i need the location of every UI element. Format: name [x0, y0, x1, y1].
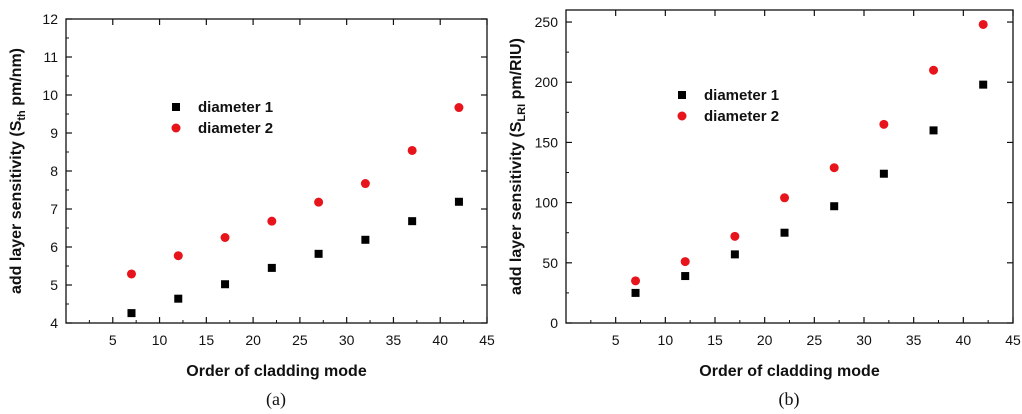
data-point-diameter-1: [830, 202, 839, 211]
data-point-diameter-2: [879, 119, 889, 129]
chart-panel-b: 5 10 15 20 25 30 35 40 45 0 50 100 150 200 250 Order of…: [508, 9, 1021, 410]
x-tick-label: 20: [757, 332, 773, 348]
panel-caption: (a): [266, 389, 286, 410]
y-axis-title-main: add layer sensitivity (S: [508, 121, 525, 295]
y-tick-label: 250: [535, 14, 559, 30]
legend-marker-square: [172, 103, 180, 111]
x-axis-title: Order of cladding mode: [186, 363, 367, 380]
legend-label: diameter 2: [198, 120, 273, 137]
data-point-diameter-2: [680, 257, 690, 267]
y-tick-label: 100: [535, 195, 559, 211]
data-point-diameter-1: [780, 228, 789, 237]
data-point-diameter-2: [314, 197, 324, 207]
legend-marker-circle: [677, 111, 687, 121]
data-point-diameter-2: [829, 163, 839, 173]
y-tick-label: 200: [535, 74, 559, 90]
data-point-diameter-1: [879, 169, 888, 178]
x-tick-label: 25: [292, 332, 308, 348]
y-tick-label: 7: [50, 201, 58, 217]
legend-label: diameter 1: [704, 87, 779, 104]
data-point-diameter-1: [267, 263, 276, 272]
legend-label: diameter 2: [704, 108, 779, 125]
y-tick-label: 5: [50, 277, 58, 293]
panel-caption: (b): [779, 389, 800, 410]
y-tick-label: 10: [42, 87, 58, 103]
data-point-diameter-1: [979, 80, 988, 89]
data-point-diameter-2: [220, 233, 230, 242]
x-tick-label: 35: [386, 332, 402, 348]
data-point-diameter-2: [730, 231, 740, 241]
y-axis-title-tail: pm/nm): [8, 48, 25, 110]
x-tick-label: 10: [658, 332, 674, 348]
data-point-diameter-1: [408, 217, 417, 226]
x-axis-title: Order of cladding mode: [699, 363, 880, 380]
y-axis-title: add layer sensitivity (Sth pm/nm): [8, 48, 28, 294]
y-tick-label: 0: [550, 315, 558, 331]
y-axis-title-tail: pm/RIU): [508, 38, 525, 104]
y-tick-label: 11: [43, 49, 58, 65]
x-tick-label: 10: [152, 332, 168, 348]
data-point-diameter-2: [454, 103, 464, 113]
data-point-diameter-2: [267, 216, 277, 226]
data-point-diameter-2: [126, 269, 136, 279]
x-tick-label: 15: [707, 332, 723, 348]
data-point-diameter-1: [127, 309, 136, 318]
y-tick-label: 150: [535, 134, 559, 150]
x-tick-label: 45: [479, 332, 495, 348]
y-tick-label: 6: [50, 239, 58, 255]
x-tick-label: 5: [612, 332, 620, 348]
legend: diameter 1 diameter 2: [171, 99, 273, 137]
data-point-diameter-2: [407, 145, 417, 155]
x-tick-label: 30: [339, 332, 355, 348]
legend-marker-square: [678, 91, 686, 99]
data-point-diameter-2: [929, 65, 939, 75]
y-axis-title-subscript: LRI: [516, 104, 528, 122]
x-tick-label: 15: [199, 332, 215, 348]
y-axis-title-subscript: th: [16, 110, 28, 121]
legend-marker-circle: [171, 123, 181, 133]
x-tick-label: 40: [956, 332, 972, 348]
x-tick-label: 30: [856, 332, 872, 348]
y-tick-label: 12: [42, 11, 58, 27]
y-tick-label: 50: [542, 255, 558, 271]
legend: diameter 1 diameter 2: [677, 87, 779, 125]
x-tick-label: 40: [432, 332, 448, 348]
legend-label: diameter 1: [198, 99, 273, 116]
data-point-diameter-1: [730, 250, 739, 259]
y-axis-title-main: add layer sensitivity (S: [8, 120, 25, 294]
x-tick-label: 20: [245, 332, 261, 348]
data-point-diameter-1: [929, 126, 938, 135]
y-tick-label: 4: [50, 315, 58, 331]
data-point-diameter-1: [174, 294, 183, 303]
x-tick-label: 35: [906, 332, 922, 348]
y-tick-label: 9: [50, 125, 58, 141]
x-tick-label: 45: [1005, 332, 1021, 348]
data-point-diameter-1: [454, 197, 463, 206]
x-tick-label: 5: [109, 332, 117, 348]
y-tick-label: 8: [50, 163, 58, 179]
data-point-diameter-1: [221, 280, 230, 289]
data-point-diameter-1: [314, 249, 323, 258]
plot-frame: [565, 9, 1014, 324]
data-point-diameter-2: [631, 276, 641, 286]
y-axis-title: add layer sensitivity (SLRI pm/RIU): [508, 38, 528, 295]
x-tick-label: 25: [807, 332, 823, 348]
data-point-diameter-2: [360, 179, 370, 189]
data-point-diameter-2: [173, 251, 183, 261]
data-point-diameter-2: [780, 193, 790, 203]
data-point-diameter-2: [978, 19, 988, 29]
data-point-diameter-1: [631, 288, 640, 297]
data-point-diameter-1: [681, 272, 690, 281]
data-point-diameter-1: [361, 235, 370, 244]
